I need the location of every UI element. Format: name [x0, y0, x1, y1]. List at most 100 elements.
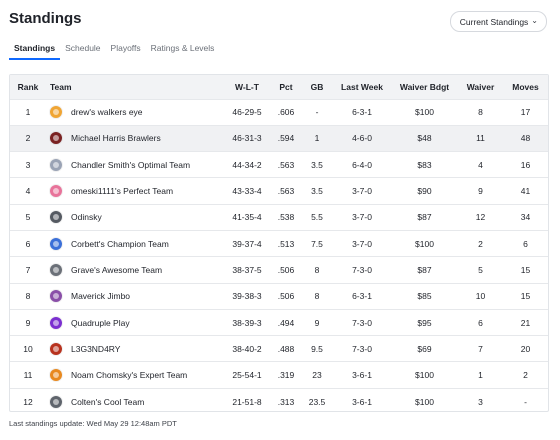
team-name-link[interactable]: Michael Harris Brawlers: [71, 133, 161, 144]
team-avatar-icon[interactable]: [50, 132, 62, 145]
team-avatar-icon[interactable]: [50, 316, 62, 329]
table-row: 11 Noam Chomsky's Expert Team 25-54-1 .319 2…: [10, 361, 548, 388]
moves-cell: 21: [520, 317, 531, 328]
gb-cell: 8: [314, 264, 320, 275]
moves-cell: 15: [520, 291, 531, 302]
team-name-link[interactable]: drew's walkers eye: [71, 107, 143, 118]
gb-cell: 1: [314, 133, 320, 144]
standings-table-container: Rank Team W-L-T Pct GB Last Week Waiver …: [9, 74, 549, 412]
last-week-cell: 7-3-0: [352, 264, 372, 275]
standings-body: 1 drew's walkers eye 46-29-5 .606 - 6-3-1 $100…: [10, 99, 548, 411]
col-header-moves[interactable]: Moves: [512, 81, 539, 92]
team-name-link[interactable]: omeski1111's Perfect Team: [71, 186, 174, 197]
waiver-cell: 5: [478, 264, 483, 275]
col-header-gb[interactable]: GB: [310, 81, 324, 92]
team-avatar-icon[interactable]: [50, 106, 62, 119]
moves-cell: 34: [520, 212, 531, 223]
col-header-team[interactable]: Team: [50, 81, 72, 92]
team-avatar-icon[interactable]: [50, 158, 62, 171]
moves-cell: 6: [523, 238, 528, 249]
waiver-cell: 8: [478, 107, 483, 118]
rank-cell: 12: [23, 396, 33, 407]
team-cell: drew's walkers eye: [46, 99, 223, 125]
table-row: 8 Maverick Jimbo 39-38-3 .506 8 6-3-1 $85 10 15: [10, 283, 548, 309]
team-avatar-icon[interactable]: [50, 395, 62, 408]
gb-cell: -: [315, 107, 319, 118]
standings-table: Rank Team W-L-T Pct GB Last Week Waiver …: [10, 75, 548, 411]
team-cell: Michael Harris Brawlers: [46, 125, 223, 151]
rank-cell: 10: [23, 343, 33, 354]
team-name-link[interactable]: Grave's Awesome Team: [71, 264, 163, 275]
team-name-link[interactable]: Colten's Cool Team: [71, 396, 145, 407]
rank-cell: 2: [25, 133, 31, 144]
waiver-budget-cell: $100: [415, 238, 434, 249]
standings-view-dropdown[interactable]: Current Standings ⌄: [449, 11, 547, 32]
team-avatar-icon[interactable]: [50, 185, 62, 198]
team-avatar-icon[interactable]: [50, 342, 62, 355]
waiver-cell: 2: [478, 238, 483, 249]
last-week-cell: 4-6-0: [352, 133, 372, 144]
league-tabs: Standings Schedule Playoffs Ratings & Le…: [9, 43, 219, 60]
last-update-note: Last standings update: Wed May 29 12:48a…: [9, 419, 177, 428]
team-avatar-icon[interactable]: [50, 369, 62, 382]
gb-cell: 23: [312, 370, 322, 381]
col-header-pct[interactable]: Pct: [279, 81, 293, 92]
moves-cell: 17: [520, 107, 531, 118]
tab-ratings-levels[interactable]: Ratings & Levels: [150, 43, 215, 53]
dropdown-label: Current Standings: [459, 16, 529, 27]
pct-cell: .494: [277, 317, 295, 328]
team-cell: Quadruple Play: [46, 309, 223, 335]
waiver-budget-cell: $83: [417, 159, 432, 170]
waiver-budget-cell: $95: [417, 317, 432, 328]
tab-schedule[interactable]: Schedule: [65, 43, 101, 53]
team-name-link[interactable]: Quadruple Play: [71, 317, 130, 328]
pct-cell: .506: [277, 264, 295, 275]
col-header-wlt[interactable]: W-L-T: [235, 81, 259, 92]
waiver-cell: 7: [478, 343, 483, 354]
team-name-link[interactable]: Chandler Smith's Optimal Team: [71, 159, 191, 170]
pct-cell: .319: [277, 370, 295, 381]
wlt-cell: 46-31-3: [232, 133, 262, 144]
wlt-cell: 39-37-4: [232, 238, 262, 249]
last-week-cell: 6-3-1: [352, 291, 372, 302]
team-name-link[interactable]: Maverick Jimbo: [71, 291, 131, 302]
tab-playoffs[interactable]: Playoffs: [110, 43, 141, 53]
team-name-link[interactable]: Noam Chomsky's Expert Team: [71, 370, 188, 381]
moves-cell: 48: [520, 133, 531, 144]
rank-cell: 9: [25, 317, 31, 328]
table-row: 2 Michael Harris Brawlers 46-31-3 .594 1 4-6-…: [10, 125, 548, 152]
team-name-link[interactable]: L3G3ND4RY: [71, 343, 121, 354]
table-row: 3 Chandler Smith's Optimal Team 44-34-2 .56…: [10, 151, 548, 178]
col-header-waiver-budget[interactable]: Waiver Bdgt: [399, 81, 450, 92]
wlt-cell: 21-51-8: [232, 396, 262, 407]
moves-cell: 15: [520, 264, 531, 275]
team-name-link[interactable]: Odinsky: [71, 212, 102, 223]
pct-cell: .538: [277, 212, 295, 223]
last-week-cell: 3-6-1: [352, 370, 372, 381]
wlt-cell: 38-37-5: [232, 264, 262, 275]
col-header-waiver[interactable]: Waiver: [466, 81, 495, 92]
wlt-cell: 41-35-4: [232, 212, 262, 223]
team-name-link[interactable]: Corbett's Champion Team: [71, 238, 169, 249]
wlt-cell: 43-33-4: [232, 186, 262, 197]
team-cell: Odinsky: [46, 204, 223, 230]
col-header-last-week[interactable]: Last Week: [341, 81, 383, 92]
waiver-cell: 10: [475, 291, 486, 302]
tab-standings[interactable]: Standings: [9, 43, 61, 60]
team-avatar-icon[interactable]: [50, 290, 62, 303]
rank-cell: 8: [25, 291, 31, 302]
waiver-budget-cell: $87: [417, 264, 432, 275]
gb-cell: 5.5: [311, 212, 323, 223]
wlt-cell: 38-39-3: [232, 317, 262, 328]
page-title: Standings: [9, 10, 82, 27]
pct-cell: .563: [277, 186, 295, 197]
table-row: 12 Colten's Cool Team 21-51-8 .313 23.5 3-6-1…: [10, 388, 548, 411]
team-avatar-icon[interactable]: [50, 237, 62, 250]
pct-cell: .513: [277, 238, 295, 249]
moves-cell: -: [524, 396, 527, 407]
waiver-cell: 11: [476, 133, 485, 144]
team-avatar-icon[interactable]: [50, 263, 62, 276]
team-avatar-icon[interactable]: [50, 211, 62, 224]
col-header-rank[interactable]: Rank: [17, 81, 39, 92]
last-week-cell: 6-3-1: [352, 107, 372, 118]
